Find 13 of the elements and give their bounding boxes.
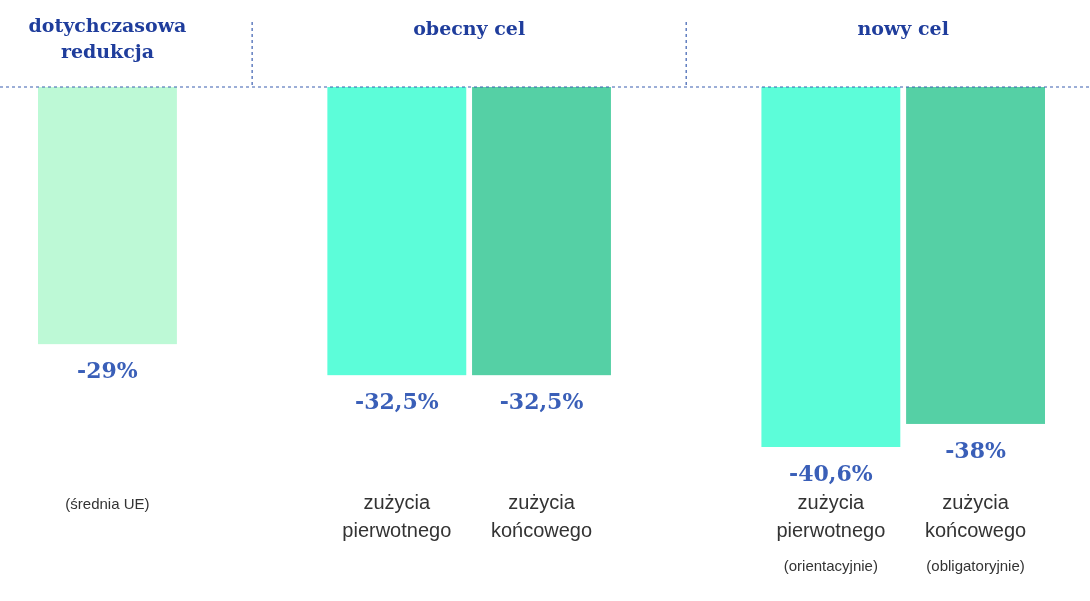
data-label: -32,5% bbox=[355, 388, 439, 415]
x-tick-label: zużycia pierwotnego bbox=[342, 491, 452, 541]
text: dotychczasowa redukcja bbox=[28, 14, 187, 62]
x-tick-label: zużycia końcowego bbox=[490, 491, 593, 541]
text: nowy cel bbox=[857, 17, 949, 39]
data-label: -40,6% bbox=[789, 460, 873, 486]
x-tick-label: (średnia UE) bbox=[65, 495, 150, 512]
data-label: -38% bbox=[945, 436, 1006, 463]
x-tick-label: zużycia końcowego (obligatoryjnie) bbox=[924, 491, 1027, 574]
data-label: -32,5% bbox=[499, 388, 584, 415]
data-label: -29% bbox=[77, 357, 138, 384]
x-tick-label: zużycia pierwotnego (orientacyjnie) bbox=[776, 491, 886, 574]
text: obecny cel bbox=[413, 17, 526, 39]
